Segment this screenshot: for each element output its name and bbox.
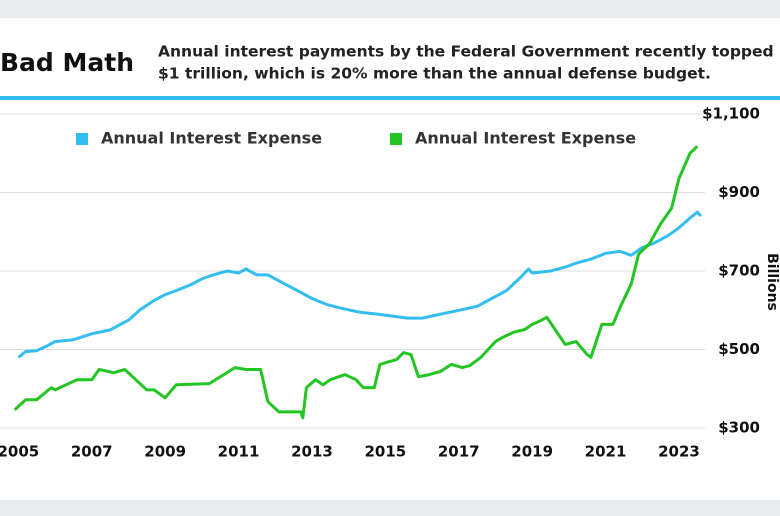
line bbox=[17, 210, 703, 359]
legend-swatch bbox=[390, 133, 402, 145]
subtitle: $1 trillion, which is 20% more than the … bbox=[158, 65, 711, 83]
x-tick-label: 2013 bbox=[291, 443, 333, 461]
line bbox=[13, 145, 699, 420]
y-axis-label: Billions bbox=[764, 253, 780, 311]
x-tick-label: 2009 bbox=[144, 443, 186, 461]
y-tick-label: $300 bbox=[718, 419, 760, 437]
x-tick-label: 2015 bbox=[364, 443, 406, 461]
x-tick-label: 2021 bbox=[585, 443, 627, 461]
legend-label: Annual Interest Expense bbox=[415, 129, 636, 148]
x-tick-label: 2007 bbox=[71, 443, 113, 461]
y-tick-label: $1,100 bbox=[702, 105, 760, 123]
y-tick-label: $700 bbox=[718, 262, 760, 280]
legend-swatch bbox=[76, 133, 88, 145]
legend-label: Annual Interest Expense bbox=[101, 129, 322, 148]
x-tick-label: 2023 bbox=[658, 443, 700, 461]
x-tick-label: 2019 bbox=[511, 443, 553, 461]
x-tick-label: 2005 bbox=[0, 443, 39, 461]
y-tick-label: $500 bbox=[718, 340, 760, 358]
y-tick-label: $900 bbox=[718, 183, 760, 201]
x-tick-label: 2017 bbox=[438, 443, 480, 461]
x-tick-label: 2011 bbox=[218, 443, 260, 461]
header-rule bbox=[0, 96, 780, 100]
chart-title: Bad Math bbox=[0, 48, 134, 77]
subtitle: Annual interest payments by the Federal … bbox=[158, 43, 774, 61]
